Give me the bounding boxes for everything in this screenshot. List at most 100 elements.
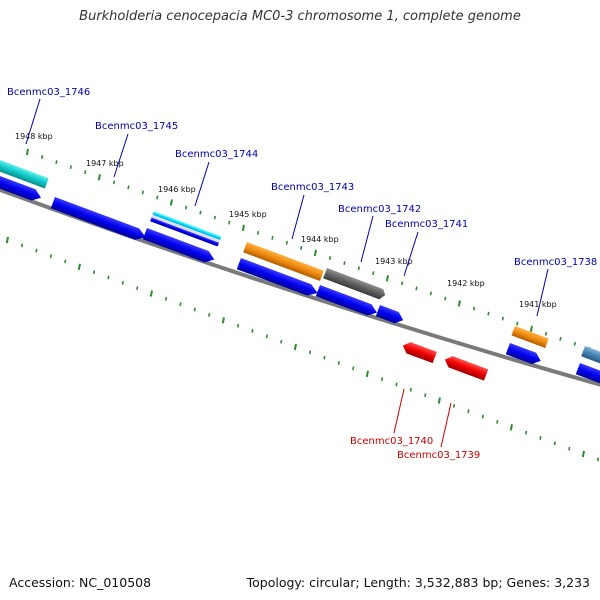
- tick-mark-outer: [300, 246, 303, 250]
- gene-label-1739: Bcenmc03_1739: [397, 450, 480, 461]
- tick-mark-inner: [5, 236, 9, 244]
- tick-mark-outer: [141, 190, 144, 195]
- tick-mark-outer: [573, 341, 576, 346]
- gene-feature-1744: [150, 211, 222, 247]
- tick-mark-outer: [457, 300, 461, 307]
- tick-mark-outer: [516, 321, 519, 326]
- gene-bar-1746: [0, 156, 49, 189]
- tick-mark-inner: [337, 361, 340, 365]
- tick-mark-inner: [20, 243, 24, 248]
- cds-arrow-1746: [0, 172, 41, 201]
- cds-arrow-1738: [505, 343, 541, 365]
- tick-mark-inner: [236, 323, 240, 328]
- gene-label-1741: Bcenmc03_1741: [385, 219, 468, 230]
- tick-mark-inner: [251, 329, 254, 333]
- tick-mark-inner: [221, 317, 225, 324]
- gene-labels: Bcenmc03_1746 Bcenmc03_1745 Bcenmc03_174…: [7, 87, 597, 461]
- tick-mark-outer: [256, 230, 260, 235]
- tick-mark-outer: [501, 316, 504, 321]
- gene-label-1740: Bcenmc03_1740: [350, 436, 433, 447]
- tick-mark-inner: [524, 430, 528, 435]
- tick-mark-inner: [365, 370, 369, 377]
- gene-feature-1746: [0, 156, 49, 189]
- tick-mark-outer: [313, 249, 317, 257]
- tick-mark-inner: [265, 334, 268, 339]
- tick-mark-inner: [496, 419, 499, 424]
- kbp-label: 1944 kbp: [301, 235, 339, 244]
- tick-mark-outer: [112, 180, 116, 185]
- tick-mark-outer: [97, 174, 101, 181]
- gene-features: [0, 156, 600, 389]
- gene-feature-1740: [402, 342, 437, 364]
- leader-line-1741: [403, 231, 419, 277]
- gene-label-1743: Bcenmc03_1743: [271, 182, 354, 193]
- tick-mark-outer: [241, 224, 245, 231]
- tick-mark-outer: [213, 215, 216, 220]
- gene-label-1744: Bcenmc03_1744: [175, 149, 258, 160]
- tick-mark-outer: [127, 185, 130, 190]
- tick-row-outer: [25, 148, 591, 351]
- leader-line-1744: [194, 161, 210, 207]
- cds-arrow-1744: [142, 228, 215, 263]
- tick-mark-outer: [444, 296, 447, 301]
- tick-mark-outer: [372, 271, 375, 276]
- tick-row-inner: [5, 236, 600, 462]
- kbp-label: 1945 kbp: [229, 210, 267, 219]
- tick-mark-inner: [193, 307, 196, 312]
- tick-mark-outer: [184, 205, 188, 210]
- leader-line-1738: [536, 268, 549, 317]
- tick-mark-inner: [64, 259, 67, 264]
- tick-mark-inner: [49, 254, 52, 258]
- tick-mark-inner: [149, 290, 153, 297]
- topology-text: Topology: circular; Length: 3,532,883 bp…: [246, 575, 590, 590]
- tick-mark-inner: [481, 414, 484, 419]
- tick-mark-outer: [487, 311, 490, 316]
- tick-mark-outer: [84, 170, 87, 175]
- tick-mark-outer: [385, 275, 389, 282]
- gene-feature-edge: [581, 346, 600, 367]
- tick-mark-outer: [69, 165, 72, 170]
- tick-mark-outer: [544, 331, 548, 336]
- cds-arrow-1741: [375, 305, 404, 324]
- gene-label-1738: Bcenmc03_1738: [514, 257, 597, 268]
- leader-line-1746: [25, 98, 41, 145]
- tick-mark-inner: [164, 296, 168, 301]
- gene-feature-1742: [323, 268, 386, 300]
- leader-line-1740: [393, 388, 405, 434]
- gene-label-1742: Bcenmc03_1742: [338, 204, 421, 215]
- tick-mark-inner: [179, 302, 182, 307]
- tick-mark-inner: [121, 280, 124, 285]
- tick-mark-inner: [452, 403, 456, 408]
- tick-mark-outer: [328, 256, 332, 260]
- tick-mark-inner: [539, 436, 542, 440]
- cds-arrow-edge: [575, 363, 600, 389]
- tick-mark-outer: [357, 266, 360, 271]
- kbp-label: 1943 kbp: [375, 257, 413, 266]
- leader-line-1743: [291, 194, 305, 240]
- tick-mark-inner: [409, 387, 412, 392]
- tick-mark-outer: [429, 291, 432, 296]
- cds-arrow-1742: [315, 285, 377, 316]
- tick-mark-inner: [380, 377, 384, 382]
- tick-mark-outer: [559, 336, 562, 341]
- gene-feature-1738: [511, 326, 549, 348]
- tick-mark-outer: [400, 281, 404, 286]
- tick-mark-inner: [136, 286, 139, 291]
- tick-mark-outer: [228, 220, 231, 225]
- gene-feature-1739: [444, 356, 489, 381]
- tick-mark-inner: [437, 397, 441, 404]
- tick-mark-inner: [323, 355, 326, 360]
- tick-mark-outer: [285, 240, 288, 245]
- tick-mark-inner: [568, 446, 571, 451]
- kbp-labels: 1948 kbp 1947 kbp 1946 kbp 1945 kbp 1944…: [15, 132, 557, 309]
- tick-mark-outer: [40, 155, 44, 159]
- tick-mark-inner: [107, 275, 110, 280]
- tick-mark-outer: [156, 195, 159, 200]
- leader-line-1742: [360, 215, 374, 263]
- tick-mark-inner: [77, 263, 81, 270]
- tick-mark-outer: [169, 199, 173, 206]
- tick-mark-inner: [92, 270, 96, 275]
- tick-mark-inner: [395, 382, 398, 387]
- gene-label-1746: Bcenmc03_1746: [7, 87, 90, 98]
